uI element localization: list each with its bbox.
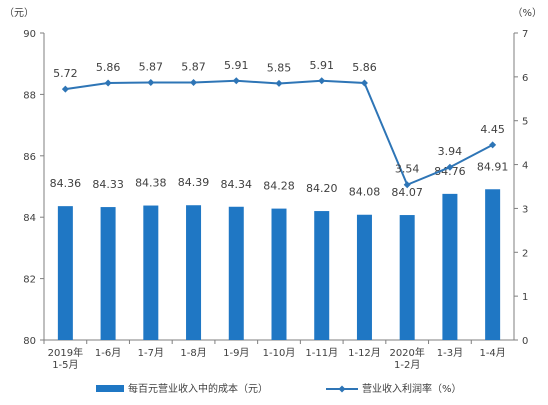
legend-label-bar: 每百元营业收入中的成本（元） [128, 382, 268, 395]
legend-swatch-bar [96, 385, 124, 392]
bar [485, 189, 501, 340]
x-axis-tick-label: 1-12月 [348, 347, 381, 359]
x-axis-tick-label: 1-2月 [394, 359, 420, 371]
left-axis-tick-label: 82 [23, 275, 36, 286]
right-axis-tick-label: 2 [522, 248, 528, 259]
bar [57, 206, 73, 340]
bar [228, 206, 244, 340]
bar [442, 193, 458, 340]
line-value-label: 5.87 [139, 61, 164, 74]
line-point-marker [190, 79, 198, 87]
x-axis-tick-label: 1-10月 [263, 347, 296, 359]
line-point-marker [446, 163, 454, 171]
bar-labels: 84.36 84.33 84.38 84.39 84.34 84.28 84.20 84.08… [50, 160, 509, 199]
bar-series [57, 189, 501, 340]
line-point-marker [61, 85, 69, 93]
left-axis: （元） 80 82 84 86 88 90 [4, 7, 44, 347]
x-axis-tick-label: 1-11月 [305, 347, 338, 359]
left-axis-unit: （元） [4, 7, 34, 19]
right-axis-tick-label: 7 [522, 29, 528, 40]
bar-value-label: 84.20 [306, 182, 338, 195]
line-point-marker [318, 77, 326, 85]
x-axis-tick-label: 1-3月 [437, 347, 463, 359]
line-value-label: 4.45 [480, 123, 505, 136]
x-axis-tick-label: 2020年 [389, 346, 424, 359]
bar-value-label: 84.28 [263, 180, 295, 193]
right-axis: （%） 0 1 2 3 4 5 6 7 [512, 7, 542, 347]
bar [314, 211, 330, 340]
right-axis-tick-label: 1 [522, 292, 528, 303]
left-axis-tick-label: 88 [23, 90, 36, 101]
bar-value-label: 84.07 [391, 186, 423, 199]
right-axis-tick-label: 3 [522, 204, 528, 215]
bar [356, 214, 372, 340]
bar-value-label: 84.34 [221, 178, 253, 191]
x-axis-tick-label: 1-7月 [138, 347, 164, 359]
right-axis-tick-label: 5 [522, 117, 528, 128]
line-point-marker [360, 79, 368, 87]
x-axis-tick-label: 1-9月 [223, 347, 249, 359]
line-value-label: 5.91 [309, 59, 334, 72]
bar [186, 205, 202, 340]
x-axis-tick-label: 1-8月 [180, 347, 206, 359]
bar-value-label: 84.38 [135, 177, 167, 190]
bar-value-label: 84.76 [434, 165, 466, 178]
line-value-label: 5.86 [352, 61, 377, 74]
legend: 每百元营业收入中的成本（元） 营业收入利润率（%） [96, 382, 462, 395]
left-axis-tick-label: 86 [23, 152, 36, 163]
line-point-marker [232, 77, 240, 85]
line-point-marker [104, 79, 112, 87]
bar [143, 205, 159, 340]
bar-value-label: 84.33 [92, 178, 124, 191]
x-axis-tick-label: 2019年 [48, 346, 83, 359]
bar-value-label: 84.36 [50, 177, 82, 190]
right-axis-tick-label: 4 [522, 161, 528, 172]
x-axis-tick-label: 1-5月 [52, 359, 78, 371]
line-point-marker [147, 79, 155, 87]
left-axis-tick-label: 80 [23, 336, 36, 347]
line-value-label: 5.87 [181, 61, 206, 74]
line-value-label: 3.94 [438, 145, 463, 158]
bar-value-label: 84.91 [477, 160, 509, 173]
line-labels: 5.72 5.86 5.87 5.87 5.91 5.85 5.91 5.86 3.54 3.94… [53, 59, 505, 176]
line-path [65, 79, 494, 187]
bar-value-label: 84.39 [178, 176, 210, 189]
bar [399, 215, 415, 340]
line-point-marker [275, 79, 283, 87]
line-value-label: 5.86 [96, 61, 121, 74]
right-axis-tick-label: 6 [522, 73, 528, 84]
bar-value-label: 84.08 [349, 186, 381, 199]
line-value-label: 5.72 [53, 67, 78, 80]
left-axis-tick-label: 90 [23, 29, 36, 40]
line-value-label: 3.54 [395, 163, 420, 176]
bar [100, 207, 116, 340]
x-axis-tick-label: 1-4月 [479, 347, 505, 359]
bar [271, 208, 287, 340]
legend-swatch-marker [338, 385, 346, 393]
legend-label-line: 营业收入利润率（%） [362, 382, 462, 395]
right-axis-tick-label: 0 [522, 336, 528, 347]
line-point-marker [489, 141, 497, 149]
line-value-label: 5.91 [224, 59, 249, 72]
line-value-label: 5.85 [267, 61, 292, 74]
line-series [61, 77, 497, 189]
right-axis-unit: （%） [512, 7, 542, 19]
line-point-marker [403, 181, 411, 189]
left-axis-tick-label: 84 [23, 213, 36, 224]
x-axis-tick-label: 1-6月 [95, 347, 121, 359]
